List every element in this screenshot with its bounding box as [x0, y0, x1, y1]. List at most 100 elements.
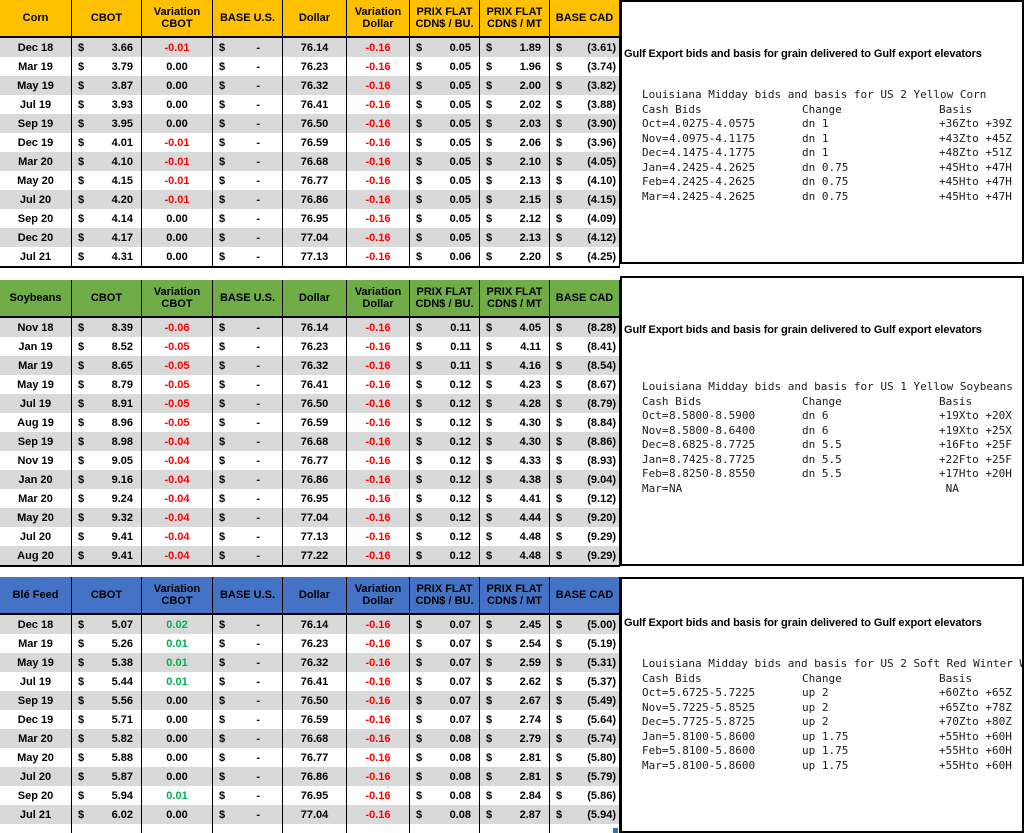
cell-dollar[interactable]: 76.41	[283, 672, 347, 691]
cell-base-cad[interactable]: $ (4.10)	[550, 171, 620, 190]
cell-cbot[interactable]: $9.05	[72, 451, 142, 470]
cell-base-us[interactable]: $ -	[213, 672, 283, 691]
cell-prix-flat-bu[interactable]: $0.08	[410, 786, 480, 805]
cell-base-cad[interactable]: $ (3.61)	[550, 38, 620, 57]
cell-cbot[interactable]: $4.10	[72, 152, 142, 171]
table-row[interactable]: Mar 19 $5.26 0.01 $ - 76.23 -0.16 $0.07 $…	[0, 634, 620, 653]
cell-dollar[interactable]: 76.50	[283, 691, 347, 710]
column-header-prix-flat-mt[interactable]: PRIX FLAT CDN$ / MT	[480, 280, 550, 316]
table-row[interactable]: May 19 $8.79 -0.05 $ - 76.41 -0.16 $0.12 …	[0, 375, 620, 394]
cell-base-cad[interactable]: $ (9.20)	[550, 508, 620, 527]
cell-variation-cbot[interactable]: -0.01	[142, 133, 213, 152]
cell-variation-dollar[interactable]: -0.16	[347, 672, 410, 691]
table-row[interactable]: Jul 19 $8.91 -0.05 $ - 76.50 -0.16 $0.12 …	[0, 394, 620, 413]
cell-base-us[interactable]: $ -	[213, 247, 283, 266]
cell-dollar[interactable]: 76.32	[283, 653, 347, 672]
cell-cbot[interactable]: $5.88	[72, 748, 142, 767]
cell-dollar[interactable]: 76.59	[283, 413, 347, 432]
cell-base-cad[interactable]: $ (8.41)	[550, 337, 620, 356]
cell-dollar[interactable]: 77.22	[283, 546, 347, 565]
cell-dollar[interactable]: 76.50	[283, 394, 347, 413]
cell-base-us[interactable]: $ -	[213, 508, 283, 527]
cell-variation-cbot[interactable]: 0.00	[142, 691, 213, 710]
column-header-prix-flat-mt[interactable]: PRIX FLAT CDN$ / MT	[480, 577, 550, 613]
cell-prix-flat-mt[interactable]: $2.12	[480, 209, 550, 228]
cell-prix-flat-bu[interactable]: $0.08	[410, 748, 480, 767]
cell-prix-flat-mt[interactable]: $2.74	[480, 710, 550, 729]
cell-prix-flat-bu[interactable]: $0.08	[410, 805, 480, 824]
cell-month[interactable]: Jul 21	[0, 247, 72, 266]
cell-month[interactable]: Sep 19	[0, 114, 72, 133]
column-header-base-cad[interactable]: BASE CAD	[550, 280, 620, 316]
cell-base-us[interactable]: $ -	[213, 57, 283, 76]
cell-variation-cbot[interactable]: 0.00	[142, 247, 213, 266]
cell-dollar[interactable]: 76.95	[283, 786, 347, 805]
cell-cbot[interactable]: $8.65	[72, 356, 142, 375]
cell-variation-dollar[interactable]: -0.16	[347, 805, 410, 824]
cell-dollar[interactable]: 77.04	[283, 228, 347, 247]
cell-base-us[interactable]: $ -	[213, 318, 283, 337]
cell-dollar[interactable]: 76.32	[283, 76, 347, 95]
cell-prix-flat-mt[interactable]: $2.00	[480, 76, 550, 95]
cell-variation-dollar[interactable]: -0.16	[347, 653, 410, 672]
column-header-base-us[interactable]: BASE U.S.	[213, 577, 283, 613]
cell-prix-flat-mt[interactable]: $2.10	[480, 152, 550, 171]
cell-month[interactable]: May 20	[0, 171, 72, 190]
cell-base-cad[interactable]: $ (3.88)	[550, 95, 620, 114]
cell-prix-flat-mt[interactable]: $2.02	[480, 95, 550, 114]
cell-base-cad[interactable]: $ (4.05)	[550, 152, 620, 171]
cell-base-us[interactable]: $ -	[213, 228, 283, 247]
cell-prix-flat-bu[interactable]: $0.11	[410, 356, 480, 375]
cell-base-cad[interactable]: $ (5.64)	[550, 710, 620, 729]
cell-variation-dollar[interactable]: -0.16	[347, 634, 410, 653]
table-row[interactable]: Mar 20 $9.24 -0.04 $ - 76.95 -0.16 $0.12 …	[0, 489, 620, 508]
cell-base-cad[interactable]: $ (8.79)	[550, 394, 620, 413]
column-header-variation-dollar[interactable]: Variation Dollar	[347, 280, 410, 316]
cell-month[interactable]: May 20	[0, 748, 72, 767]
cell-cbot[interactable]: $8.98	[72, 432, 142, 451]
cell-month[interactable]: May 19	[0, 653, 72, 672]
column-header-cbot[interactable]: CBOT	[72, 0, 142, 36]
cell-base-us[interactable]: $ -	[213, 76, 283, 95]
table-row[interactable]: May 20 $9.32 -0.04 $ - 77.04 -0.16 $0.12 …	[0, 508, 620, 527]
cell-month[interactable]: May 19	[0, 375, 72, 394]
cell-base-us[interactable]: $ -	[213, 767, 283, 786]
column-header-commodity[interactable]: Corn	[0, 0, 72, 36]
cell-variation-dollar[interactable]: -0.16	[347, 489, 410, 508]
cell-base-cad[interactable]: $ (3.82)	[550, 76, 620, 95]
cell-cbot[interactable]: $4.01	[72, 133, 142, 152]
cell-base-us[interactable]: $ -	[213, 38, 283, 57]
cell-month[interactable]: Mar 19	[0, 634, 72, 653]
cell-base-us[interactable]: $ -	[213, 786, 283, 805]
column-header-prix-flat-mt[interactable]: PRIX FLAT CDN$ / MT	[480, 0, 550, 36]
cell-prix-flat-bu[interactable]: $0.12	[410, 394, 480, 413]
table-row[interactable]: Sep 20 $5.94 0.01 $ - 76.95 -0.16 $0.08 $…	[0, 786, 620, 805]
cell-base-us[interactable]: $ -	[213, 152, 283, 171]
column-header-prix-flat-bu[interactable]: PRIX FLAT CDN$ / BU.	[410, 280, 480, 316]
cell-prix-flat-bu[interactable]: $0.07	[410, 672, 480, 691]
table-row[interactable]: May 20 $4.15 -0.01 $ - 76.77 -0.16 $0.05 …	[0, 171, 620, 190]
table-row[interactable]: May 19 $3.87 0.00 $ - 76.32 -0.16 $0.05 $…	[0, 76, 620, 95]
cell-cbot[interactable]: $8.79	[72, 375, 142, 394]
cell-base-cad[interactable]: $ (8.86)	[550, 432, 620, 451]
cell-base-cad[interactable]: $ (3.96)	[550, 133, 620, 152]
cell-month[interactable]: Aug 19	[0, 413, 72, 432]
cell-base-us[interactable]: $ -	[213, 691, 283, 710]
cell-dollar[interactable]: 76.86	[283, 767, 347, 786]
cell-base-cad[interactable]: $ (9.29)	[550, 527, 620, 546]
cell-prix-flat-mt[interactable]: $4.30	[480, 413, 550, 432]
cell-base-cad[interactable]: $ (8.93)	[550, 451, 620, 470]
cell-dollar[interactable]: 76.23	[283, 57, 347, 76]
cell-prix-flat-mt[interactable]: $4.48	[480, 527, 550, 546]
cell-dollar[interactable]: 76.68	[283, 729, 347, 748]
cell-variation-dollar[interactable]: -0.16	[347, 190, 410, 209]
cell-prix-flat-bu[interactable]: $0.07	[410, 691, 480, 710]
cell-prix-flat-bu[interactable]: $0.12	[410, 451, 480, 470]
cell-variation-dollar[interactable]: -0.16	[347, 413, 410, 432]
cell-base-cad[interactable]: $ (8.28)	[550, 318, 620, 337]
cell-dollar[interactable]: 76.41	[283, 95, 347, 114]
table-row[interactable]: Dec 18 $3.66 -0.01 $ - 76.14 -0.16 $0.05 …	[0, 38, 620, 57]
cell-base-us[interactable]: $ -	[213, 114, 283, 133]
table-row[interactable]: Aug 20 $9.41 -0.04 $ - 77.22 -0.16 $0.12 …	[0, 546, 620, 565]
cell-variation-dollar[interactable]: -0.16	[347, 356, 410, 375]
